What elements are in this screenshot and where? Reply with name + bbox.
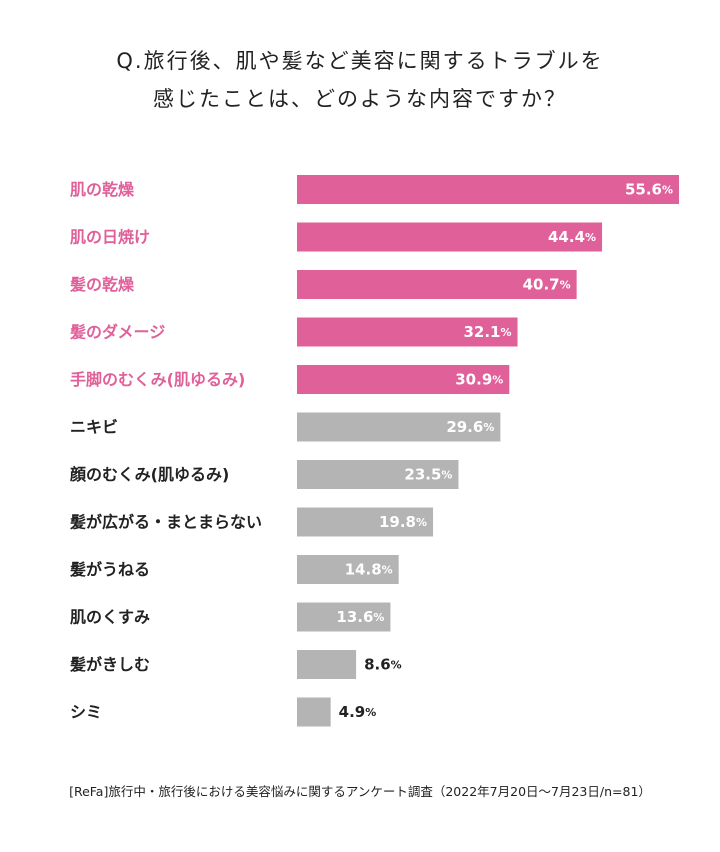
chart-title-line-1: Q.旅行後、肌や髪など美容に関するトラブルを [116, 49, 604, 73]
category-label: 手脚のむくみ(肌ゆるみ) [70, 370, 245, 389]
data-label: 14.8% [345, 561, 393, 579]
bar [297, 175, 679, 204]
category-label: 髪の乾燥 [69, 275, 135, 294]
category-label: 肌のくすみ [70, 608, 150, 627]
data-label: 30.9% [455, 371, 503, 389]
bar [297, 222, 603, 252]
category-label: 髪がうねる [69, 560, 150, 579]
category-label: 髪が広がる・まとまらない [69, 513, 262, 532]
bar [297, 412, 501, 442]
data-label: 44.4% [548, 228, 596, 246]
category-label: 髪のダメージ [69, 323, 165, 342]
bar [297, 650, 357, 679]
category-label: 肌の乾燥 [70, 180, 135, 199]
bar [297, 460, 459, 489]
data-label: 29.6% [446, 418, 494, 436]
data-label: 40.7% [523, 276, 571, 294]
bar [297, 602, 391, 632]
bar [297, 697, 331, 727]
category-label: シミ [70, 703, 102, 722]
bar [297, 507, 434, 537]
bar [297, 317, 518, 347]
bar [297, 270, 577, 299]
data-label: 13.6% [336, 608, 384, 626]
data-label: 55.6% [625, 181, 673, 199]
category-label: 顔のむくみ(肌ゆるみ) [69, 465, 229, 484]
bar [297, 555, 399, 584]
category-label: 髪がきしむ [69, 655, 150, 674]
category-label: ニキビ [70, 418, 118, 437]
category-label: 肌の日焼け [70, 228, 150, 247]
data-label: 23.5% [404, 466, 452, 484]
data-label: 8.6% [364, 656, 402, 674]
chart-title: Q.旅行後、肌や髪など美容に関するトラブルを 感じたことは、どのような内容ですか… [0, 42, 720, 118]
data-label: 19.8% [379, 513, 427, 531]
bar [297, 365, 510, 394]
data-label: 32.1% [463, 323, 511, 341]
chart-title-line-2: 感じたことは、どのような内容ですか？ [153, 87, 567, 111]
survey-footnote: [ReFa]旅行中・旅行後における美容悩みに関するアンケート調査（2022年7月… [69, 784, 651, 799]
data-label: 4.9% [339, 703, 377, 721]
